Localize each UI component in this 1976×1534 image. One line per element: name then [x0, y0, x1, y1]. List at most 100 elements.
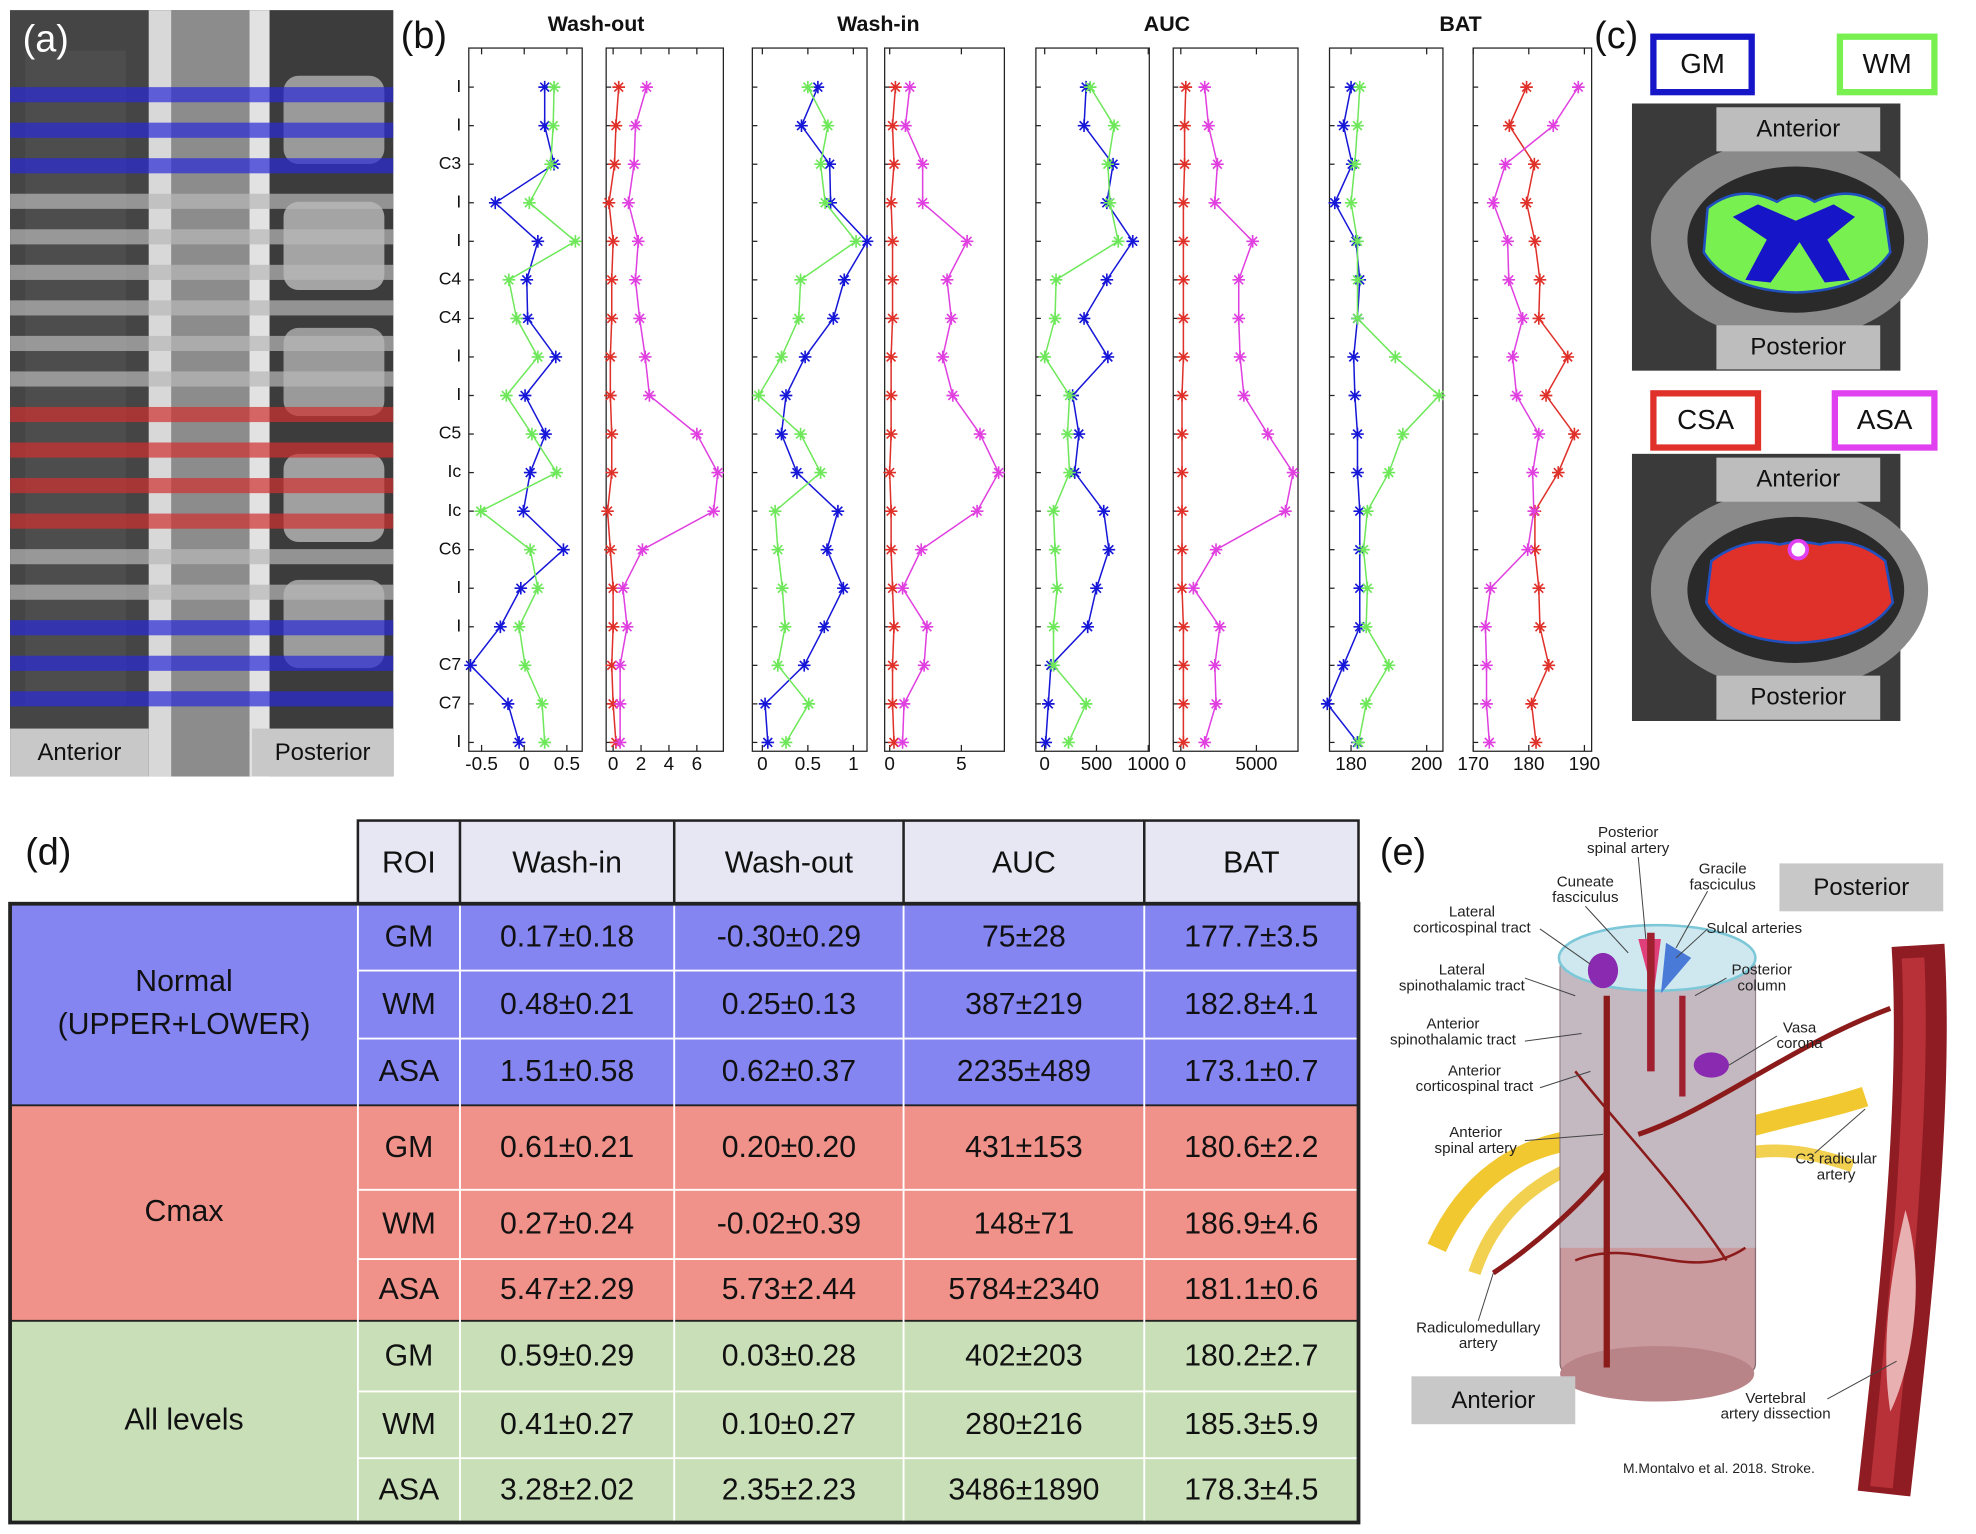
- data-marker: [544, 157, 557, 171]
- data-marker: [1546, 119, 1560, 132]
- data-marker: [538, 80, 551, 94]
- data-marker: [886, 273, 899, 287]
- data-marker: [1103, 196, 1117, 210]
- data-marker: [1351, 119, 1364, 132]
- cell-value: -0.02±0.39: [717, 1208, 861, 1241]
- data-marker: [1516, 312, 1529, 325]
- cell-value: WM: [382, 1208, 436, 1241]
- cell-value: 182.8±4.1: [1184, 988, 1318, 1021]
- legend-label: ASA: [1857, 404, 1913, 435]
- data-marker: [920, 620, 934, 634]
- data-marker: [1521, 543, 1534, 556]
- annotation: Vasa: [1783, 1019, 1817, 1036]
- data-marker: [1232, 273, 1246, 287]
- data-marker: [973, 427, 987, 441]
- cell-value: 0.10±0.27: [722, 1408, 856, 1441]
- panel-label: (c): [1594, 15, 1638, 57]
- x-tick-label: 190: [1569, 754, 1601, 775]
- posterior-label: Posterior: [1750, 333, 1846, 360]
- data-marker: [768, 504, 782, 518]
- header-label: ROI: [382, 847, 436, 880]
- annotation: Sulcal arteries: [1706, 920, 1802, 937]
- data-marker: [814, 157, 827, 171]
- annotation: corticospinal tract: [1413, 919, 1531, 936]
- chart-title: AUC: [1144, 12, 1190, 36]
- data-marker: [1232, 312, 1246, 325]
- y-tick-label: I: [456, 731, 461, 751]
- data-marker: [831, 504, 845, 518]
- cell-value: 280±216: [965, 1408, 1082, 1441]
- cell-value: 75±28: [982, 920, 1066, 953]
- data-marker: [1533, 273, 1547, 287]
- data-marker: [1344, 80, 1358, 94]
- data-marker: [609, 119, 623, 132]
- data-marker: [512, 620, 526, 634]
- data-marker: [1101, 350, 1115, 364]
- cell-value: GM: [385, 1131, 434, 1164]
- y-tick-label: C5: [439, 423, 462, 443]
- x-tick-label: 2: [636, 754, 647, 775]
- data-marker: [792, 312, 806, 325]
- data-marker: [604, 543, 617, 556]
- plot-frame: [884, 47, 1006, 752]
- data-marker: [613, 659, 627, 672]
- data-marker: [1179, 80, 1193, 94]
- data-marker: [1533, 620, 1547, 634]
- annotation: fasciculus: [1552, 889, 1619, 906]
- data-marker: [916, 157, 929, 171]
- data-marker: [886, 312, 899, 325]
- data-marker: [779, 389, 793, 402]
- data-marker: [602, 196, 616, 210]
- plot-frame: [1472, 47, 1593, 752]
- data-marker: [884, 543, 898, 556]
- cell-value: 186.9±4.6: [1184, 1208, 1318, 1241]
- data-marker: [1526, 466, 1539, 479]
- cell-value: 0.62±0.37: [722, 1055, 856, 1088]
- data-marker: [500, 389, 513, 402]
- legend-box: [1836, 33, 1938, 96]
- series-line: [1192, 87, 1294, 743]
- cell-value: 5784±2340: [948, 1273, 1099, 1306]
- annotation: corticospinal tract: [1416, 1078, 1534, 1095]
- annotation: corona: [1776, 1035, 1823, 1052]
- data-marker: [1077, 312, 1091, 325]
- data-marker: [1568, 427, 1581, 441]
- data-marker: [883, 466, 896, 479]
- x-tick-label: 0.5: [554, 754, 580, 775]
- data-marker: [884, 504, 898, 518]
- data-marker: [638, 350, 652, 364]
- data-marker: [518, 389, 532, 402]
- data-marker: [917, 659, 931, 672]
- slice-stripe: [10, 264, 394, 280]
- data-marker: [535, 697, 549, 711]
- data-marker: [606, 235, 620, 248]
- x-tick-label: 1: [848, 754, 859, 775]
- data-marker: [629, 273, 642, 287]
- data-marker: [802, 697, 816, 711]
- data-marker: [640, 80, 653, 94]
- label-box: [1716, 107, 1881, 152]
- data-marker: [525, 427, 539, 441]
- data-marker: [1102, 543, 1116, 556]
- data-marker: [1175, 543, 1189, 556]
- cell-value: 2.35±2.23: [722, 1474, 856, 1507]
- x-tick-label: 0: [757, 754, 768, 775]
- data-marker: [884, 389, 898, 402]
- data-marker: [775, 427, 788, 441]
- data-marker: [514, 581, 528, 595]
- data-marker: [1352, 736, 1365, 749]
- anterior-label: Anterior: [1451, 1387, 1535, 1414]
- plot-frame: [751, 47, 868, 752]
- data-marker: [601, 504, 614, 518]
- data-marker: [778, 620, 792, 634]
- cell-value: 177.7±3.5: [1184, 920, 1318, 953]
- series-line: [1350, 87, 1441, 743]
- legend-label: CSA: [1677, 404, 1735, 435]
- data-marker: [886, 697, 899, 711]
- data-marker: [711, 466, 725, 479]
- plot-frame: [1035, 47, 1150, 752]
- data-marker: [1361, 504, 1374, 518]
- data-marker: [1532, 581, 1546, 595]
- data-marker: [884, 196, 898, 210]
- data-marker: [605, 427, 619, 441]
